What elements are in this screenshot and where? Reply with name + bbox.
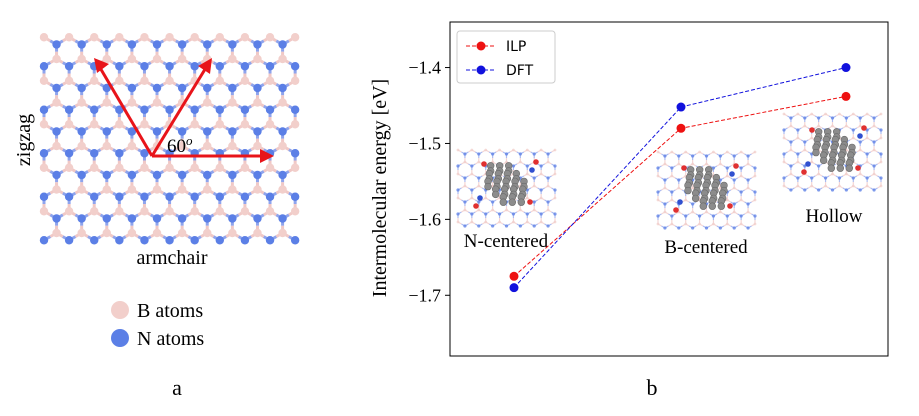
molecule: [801, 125, 867, 175]
inset-hollow: [782, 112, 883, 192]
data-point: [509, 271, 519, 281]
legend-marker-dft: [476, 65, 486, 75]
data-point: [676, 102, 686, 112]
inset-n-centered: [456, 148, 557, 228]
legend-marker-n: [111, 329, 129, 347]
legend-marker-ilp: [476, 41, 486, 51]
axis-label-armchair: armchair: [136, 247, 207, 269]
inset-label-hollow: Hollow: [806, 206, 863, 227]
data-point: [841, 91, 851, 101]
lattice-arrows: [94, 58, 274, 163]
y-tick-label: −1.6: [408, 209, 441, 229]
inset-b-centered: [656, 150, 757, 230]
arrow-zigzag-left: [97, 65, 154, 157]
series-ilp: [509, 91, 851, 281]
series-dft: [509, 63, 851, 293]
arrow-zigzag-right: [150, 65, 209, 157]
molecule: [673, 163, 739, 213]
panel-b-chart: N-centered B-centered Hollow −1.7−1.6−1.…: [369, 21, 889, 400]
inset-label-b-centered: B-centered: [664, 237, 748, 258]
data-point: [676, 123, 686, 133]
lattice-atoms: [656, 150, 757, 230]
hbn-lattice: [39, 33, 300, 245]
atom-legend: B atoms N atoms: [111, 300, 204, 350]
lattice-atoms: [456, 148, 557, 228]
y-tick-label: −1.5: [408, 133, 441, 153]
panel-label-a: a: [172, 375, 182, 400]
panel-a-lattice: 60o zigzag armchair B atoms N atoms a: [13, 33, 300, 400]
axis-label-zigzag: zigzag: [13, 114, 35, 166]
legend-marker-b: [111, 301, 129, 319]
arrowhead-left: [94, 58, 109, 73]
arrowhead-right: [198, 58, 212, 74]
inset-label-n-centered: N-centered: [464, 231, 549, 252]
molecule: [473, 159, 539, 209]
y-axis: −1.7 −1.6 −1.5 −1.4: [408, 58, 450, 305]
legend-label-ilp: ILP: [506, 39, 526, 55]
plot-frame: [449, 21, 889, 357]
y-tick-label: −1.4: [408, 58, 441, 78]
chart-legend: ILP DFT: [456, 30, 556, 84]
y-tick-label: −1.7: [408, 285, 441, 305]
legend-label-dft: DFT: [506, 63, 534, 79]
series-layer: [509, 63, 851, 293]
data-point: [509, 283, 519, 293]
angle-label: 60o: [167, 133, 193, 157]
legend-label-n: N atoms: [137, 328, 204, 350]
y-axis-label: Intermolecular energy [eV]: [369, 79, 391, 297]
data-point: [841, 63, 851, 73]
panel-label-b: b: [647, 375, 658, 400]
arrowhead-armchair: [260, 149, 274, 163]
legend-label-b: B atoms: [137, 300, 203, 322]
